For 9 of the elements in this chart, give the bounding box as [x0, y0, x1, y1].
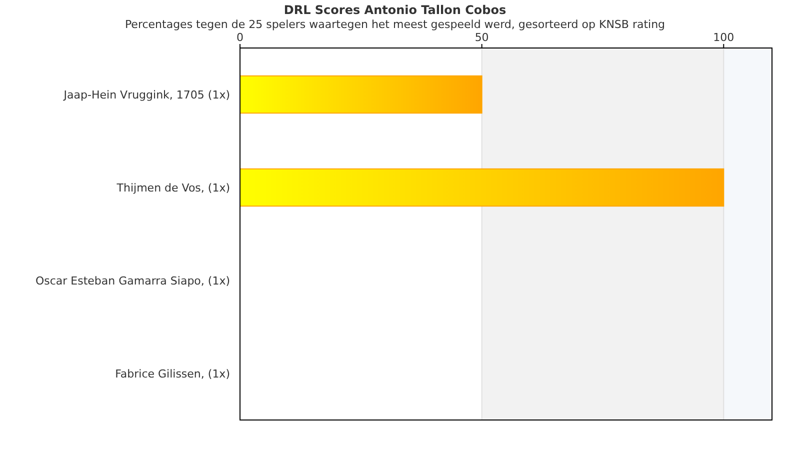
x-tick-label: 0: [236, 31, 244, 44]
x-tick-label: 50: [474, 31, 489, 44]
y-tick-label: Thijmen de Vos, (1x): [116, 181, 230, 194]
y-tick-label: Jaap-Hein Vruggink, 1705 (1x): [62, 88, 230, 102]
y-tick-label: Oscar Esteban Gamarra Siapo, (1x): [35, 274, 230, 288]
x-tick-label: 100: [713, 31, 734, 44]
chart-subtitle: Percentages tegen de 25 spelers waartegen het meest gespeeld werd, gesorteerd op KNSB rating: [124, 18, 666, 31]
chart-title: DRL Scores Antonio Tallon Cobos: [284, 3, 506, 17]
y-tick-label: Fabrice Gilissen, (1x): [115, 367, 230, 380]
